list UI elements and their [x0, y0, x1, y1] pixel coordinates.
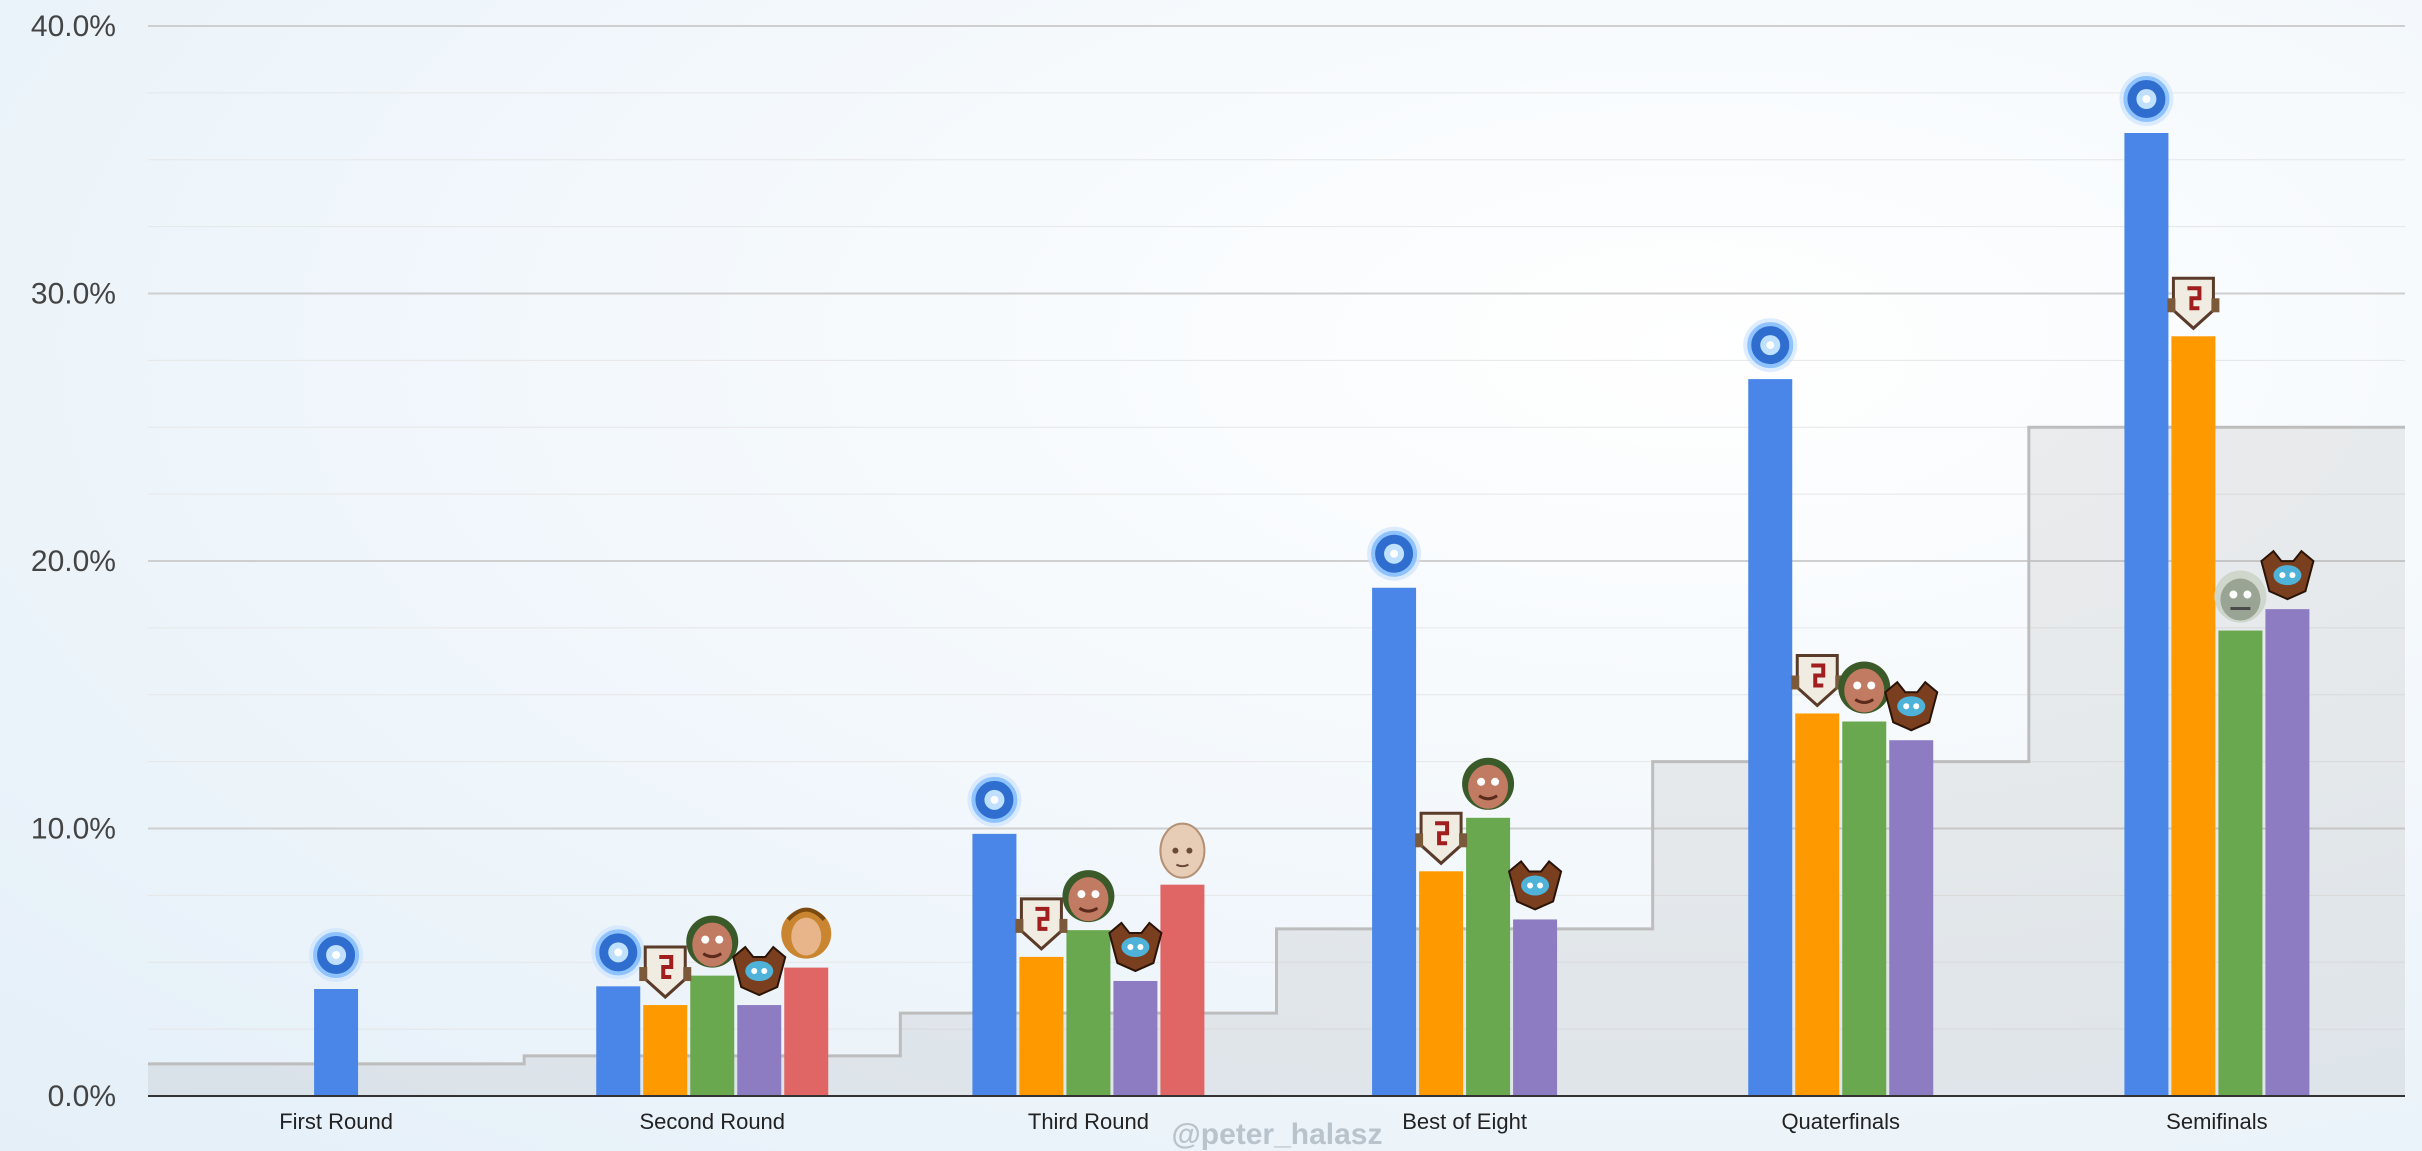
troll-hero-icon	[2214, 570, 2267, 623]
x-tick-label: Best of Eight	[1402, 1109, 1527, 1134]
ogre-hero-icon	[1062, 870, 1115, 923]
shield-hero-icon	[639, 945, 692, 1000]
bar	[1513, 919, 1558, 1096]
hero-icons	[309, 72, 2315, 1000]
y-tick-label: 0.0%	[48, 1080, 116, 1113]
bar	[1889, 740, 1934, 1096]
y-tick-label: 20.0%	[31, 545, 116, 578]
shield-hero-icon	[2167, 276, 2220, 331]
bar	[314, 989, 359, 1096]
background-step-fill	[148, 427, 2405, 1096]
hooded-hero-icon	[781, 907, 832, 959]
bar	[1113, 980, 1158, 1096]
x-tick-label: First Round	[279, 1109, 393, 1134]
x-tick-label: Third Round	[1028, 1109, 1149, 1134]
bar	[972, 833, 1017, 1096]
bar	[2171, 336, 2216, 1096]
bar	[1019, 956, 1064, 1096]
shield-hero-icon	[1415, 811, 1468, 866]
watermark-annotation: @peter_halasz	[1171, 1118, 1382, 1151]
y-axis: 0.0% 10.0% 20.0% 30.0% 40.0%	[31, 10, 116, 1113]
y-tick-label: 10.0%	[31, 813, 116, 846]
bar	[1748, 379, 1793, 1097]
bar	[1795, 713, 1840, 1096]
bar	[1466, 817, 1511, 1096]
bald-hero-icon	[1159, 822, 1206, 879]
y-tick-label: 30.0%	[31, 278, 116, 311]
masked-hero-icon	[1884, 680, 1939, 732]
ogre-hero-icon	[686, 915, 739, 968]
ogre-hero-icon	[1838, 661, 1891, 714]
bar	[1419, 871, 1464, 1096]
masked-hero-icon	[2260, 549, 2315, 601]
shield-hero-icon	[1791, 653, 1844, 708]
blue-orb-icon	[2119, 72, 2174, 126]
masked-hero-icon	[1507, 860, 1563, 911]
shield-hero-icon	[1015, 897, 1068, 951]
x-axis: First Round Second Round Third Round Best o…	[148, 1095, 2405, 1134]
x-tick-label: Quaterfinals	[1781, 1109, 1900, 1134]
bar	[1160, 884, 1205, 1096]
masked-hero-icon	[732, 945, 787, 997]
x-tick-label: Second Round	[639, 1109, 785, 1134]
blue-orb-icon	[309, 928, 364, 982]
background-step-line	[148, 425, 2405, 1066]
bar	[2218, 630, 2263, 1096]
bar	[2265, 609, 2310, 1096]
blue-orb-icon	[591, 925, 646, 980]
background-step-area	[148, 425, 2405, 1096]
bar	[690, 975, 735, 1096]
bar	[643, 1005, 688, 1096]
gridlines	[148, 25, 2405, 1030]
bar	[784, 967, 829, 1096]
bar	[737, 1005, 782, 1096]
bars	[314, 133, 2310, 1097]
bar	[1066, 930, 1111, 1096]
bar	[596, 986, 641, 1096]
blue-orb-icon	[967, 772, 1022, 827]
y-tick-label: 40.0%	[31, 10, 116, 43]
blue-orb-icon	[1367, 526, 1422, 581]
bar	[1372, 587, 1417, 1096]
masked-hero-icon	[1108, 921, 1163, 973]
bar	[2124, 133, 2169, 1096]
x-tick-label: Semifinals	[2166, 1109, 2267, 1134]
ogre-hero-icon	[1462, 757, 1515, 810]
blue-orb-icon	[1743, 318, 1798, 373]
bar	[1842, 721, 1887, 1096]
